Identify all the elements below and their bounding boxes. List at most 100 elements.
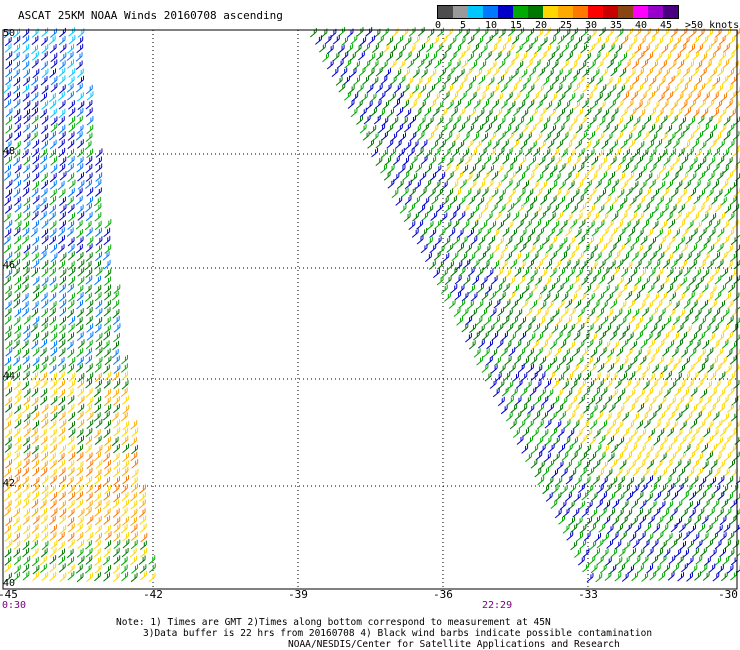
wind-barb: [611, 212, 619, 222]
wind-barb: [458, 267, 466, 277]
wind-barb: [642, 203, 650, 213]
wind-barb: [58, 563, 66, 573]
wind-barb: [13, 251, 21, 262]
wind-barb: [113, 419, 121, 429]
wind-barb: [434, 219, 442, 230]
wind-barb: [718, 371, 726, 381]
wind-barb: [515, 132, 523, 142]
wind-barb: [657, 428, 665, 438]
wind-barb: [50, 252, 58, 263]
wind-barb: [30, 227, 38, 238]
wind-barb: [5, 124, 13, 134]
wind-barb: [94, 395, 102, 406]
wind-barb: [615, 467, 623, 477]
wind-barb: [535, 347, 543, 357]
wind-barb: [77, 372, 85, 383]
wind-barb: [77, 387, 84, 397]
wind-barb: [438, 227, 446, 237]
wind-barb: [562, 364, 570, 374]
wind-barb: [706, 539, 714, 549]
wind-barb: [616, 508, 624, 518]
wind-barb: [558, 195, 566, 206]
wind-barb: [23, 315, 31, 325]
wind-barb: [67, 444, 75, 454]
wind-barb: [638, 300, 646, 311]
wind-barb: [732, 147, 740, 157]
wind-barb: [549, 107, 557, 117]
wind-barb: [374, 99, 382, 109]
wind-barb: [725, 156, 733, 167]
wind-barb: [653, 436, 661, 446]
wind-barb: [689, 491, 696, 501]
legend-swatch: [558, 6, 573, 18]
wind-barb: [58, 427, 66, 437]
wind-barb: [727, 531, 735, 541]
wind-barb: [605, 132, 613, 143]
wind-barb: [41, 68, 49, 78]
wind-barb: [590, 260, 598, 271]
wind-barb: [404, 51, 412, 61]
wind-barb: [681, 227, 689, 237]
wind-barb: [574, 283, 582, 293]
wind-barb: [473, 188, 481, 199]
wind-barb: [5, 259, 13, 269]
wind-barb: [40, 172, 48, 182]
wind-barb: [95, 251, 102, 262]
wind-barb: [480, 308, 488, 318]
wind-barb: [75, 484, 83, 495]
wind-barb: [76, 228, 83, 239]
wind-barb: [543, 204, 551, 215]
wind-barb: [611, 195, 619, 206]
wind-barb: [682, 211, 690, 222]
wind-barb: [702, 195, 710, 205]
wind-barb: [539, 356, 547, 366]
wind-barb: [14, 324, 22, 335]
wind-barb: [121, 491, 129, 502]
wind-barb: [458, 299, 466, 309]
wind-barb: [556, 211, 564, 221]
wind-barb: [443, 163, 451, 173]
wind-barb: [660, 292, 667, 302]
wind-barb: [530, 196, 537, 206]
wind-barb: [537, 460, 545, 471]
wind-barb: [546, 315, 554, 326]
wind-barb: [32, 203, 40, 214]
wind-barb: [692, 51, 700, 61]
wind-barb: [493, 299, 501, 309]
wind-barb: [469, 107, 477, 117]
wind-barb: [104, 404, 112, 414]
wind-barb: [95, 379, 102, 389]
wind-barb: [596, 236, 603, 247]
wind-barb: [4, 204, 12, 214]
wind-barb: [412, 68, 420, 79]
wind-barb: [614, 572, 622, 582]
wind-barb: [619, 459, 627, 470]
wind-barb: [597, 363, 605, 373]
wind-barb: [68, 316, 76, 326]
wind-barb: [608, 492, 616, 502]
wind-barb: [494, 356, 501, 366]
wind-barb: [503, 299, 511, 309]
wind-barb: [50, 540, 58, 550]
wind-barb: [31, 252, 39, 262]
wind-barb: [59, 475, 67, 485]
wind-barb: [104, 419, 112, 430]
wind-barb: [686, 308, 693, 318]
wind-barb: [737, 394, 740, 399]
wind-barb: [625, 260, 633, 271]
wind-barb: [555, 51, 563, 62]
wind-barb: [607, 452, 615, 462]
wind-barb: [59, 316, 66, 326]
wind-barb: [13, 60, 20, 71]
wind-barb: [338, 27, 346, 37]
wind-barb: [4, 43, 12, 53]
wind-barb: [469, 180, 477, 190]
wind-barb: [589, 523, 597, 533]
wind-barb: [41, 451, 48, 461]
wind-barb: [408, 187, 416, 197]
wind-barb: [41, 571, 49, 582]
wind-barb: [592, 300, 600, 310]
wind-barb: [14, 220, 22, 230]
wind-barb: [640, 235, 648, 246]
wind-barb: [394, 139, 402, 149]
